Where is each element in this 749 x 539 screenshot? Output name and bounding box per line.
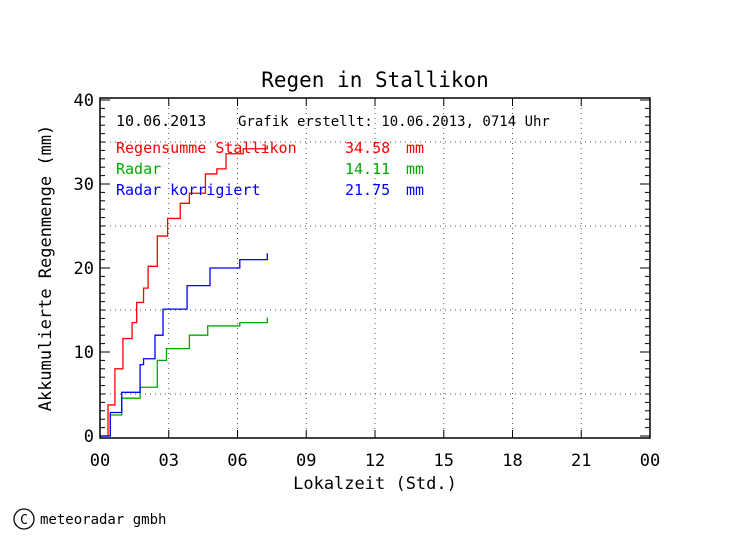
legend-label: Radar korrigiert [116, 181, 261, 199]
legend-unit: mm [406, 181, 424, 199]
y-tick-label: 0 [84, 427, 94, 447]
x-tick-label: 06 [227, 451, 247, 471]
y-tick-label: 30 [74, 175, 94, 195]
legend-unit: mm [406, 139, 424, 157]
chart-title: Regen in Stallikon [261, 68, 489, 92]
legend: Regensumme Stallikon 34.58 mm Radar 14.11 mm R… [116, 139, 424, 199]
legend-unit: mm [406, 160, 424, 178]
x-tick-label: 00 [90, 451, 110, 471]
y-tick-label: 40 [74, 91, 94, 111]
x-tick-label: 03 [159, 451, 179, 471]
x-tick-label: 00 [640, 451, 660, 471]
copyright-icon [13, 508, 35, 530]
x-tick-label: 09 [296, 451, 316, 471]
y-tick-label: 10 [74, 343, 94, 363]
series-line-radar-korrigiert [100, 253, 268, 437]
x-axis-label: Lokalzeit (Std.) [293, 474, 457, 494]
y-axis-label: Akkumulierte Regenmenge (mm) [36, 125, 56, 412]
legend-label: Radar [116, 160, 161, 178]
legend-total: 14.11 [345, 160, 390, 178]
y-tick-label: 20 [74, 259, 94, 279]
plot-frame [99, 97, 651, 439]
created-label: Grafik erstellt: 10.06.2013, 0714 Uhr [238, 114, 550, 130]
x-tick-label: 12 [365, 451, 385, 471]
x-tick-label: 18 [502, 451, 522, 471]
x-tick-label: 15 [434, 451, 454, 471]
series-group [100, 145, 268, 437]
date-label: 10.06.2013 [116, 112, 206, 130]
company-name: meteoradar gmbh [40, 512, 166, 528]
series-line-radar [100, 317, 268, 437]
copyright-symbol: C [20, 513, 28, 528]
x-tick-label: 21 [571, 451, 591, 471]
legend-total: 21.75 [345, 181, 390, 199]
legend-label: Regensumme Stallikon [116, 139, 297, 157]
legend-total: 34.58 [345, 139, 390, 157]
series-line-regensumme-stallikon [100, 145, 268, 437]
